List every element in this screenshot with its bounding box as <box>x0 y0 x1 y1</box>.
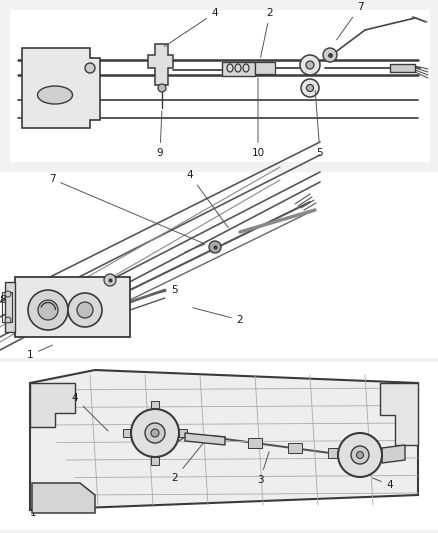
Circle shape <box>38 300 58 320</box>
Text: 3: 3 <box>256 451 268 485</box>
Polygon shape <box>32 483 95 513</box>
Text: 7: 7 <box>49 174 202 243</box>
Polygon shape <box>15 277 130 337</box>
Polygon shape <box>123 429 131 437</box>
Circle shape <box>28 290 68 330</box>
Polygon shape <box>22 48 100 128</box>
Circle shape <box>151 429 159 437</box>
Polygon shape <box>222 62 254 76</box>
Polygon shape <box>287 443 301 453</box>
Circle shape <box>299 55 319 75</box>
Ellipse shape <box>37 86 72 104</box>
Circle shape <box>350 446 368 464</box>
Polygon shape <box>327 448 341 458</box>
Circle shape <box>5 317 11 323</box>
Circle shape <box>337 433 381 477</box>
Text: 2: 2 <box>260 8 273 57</box>
Text: 5: 5 <box>152 285 178 295</box>
Circle shape <box>131 409 179 457</box>
Polygon shape <box>0 172 438 358</box>
Circle shape <box>85 63 95 73</box>
Circle shape <box>104 274 116 286</box>
Text: 2: 2 <box>171 443 203 483</box>
Polygon shape <box>389 64 414 72</box>
Text: 4: 4 <box>71 393 108 431</box>
Circle shape <box>5 291 11 297</box>
Circle shape <box>306 85 313 92</box>
Polygon shape <box>30 370 417 510</box>
Text: 5: 5 <box>314 91 322 158</box>
Polygon shape <box>151 457 159 465</box>
Circle shape <box>356 451 363 458</box>
Circle shape <box>300 79 318 97</box>
Circle shape <box>322 48 336 62</box>
Polygon shape <box>379 383 417 445</box>
Polygon shape <box>254 62 274 74</box>
Polygon shape <box>5 282 15 332</box>
Polygon shape <box>0 362 438 530</box>
Text: 6: 6 <box>32 285 52 295</box>
Circle shape <box>208 241 220 253</box>
Polygon shape <box>381 445 404 463</box>
Polygon shape <box>179 429 187 437</box>
Polygon shape <box>184 433 225 445</box>
Circle shape <box>305 61 313 69</box>
Text: 4: 4 <box>186 170 228 228</box>
Circle shape <box>145 423 165 443</box>
Text: 1: 1 <box>30 501 59 518</box>
Text: 4: 4 <box>164 8 218 46</box>
Text: 2: 2 <box>192 308 243 325</box>
Circle shape <box>68 293 102 327</box>
Text: 10: 10 <box>251 78 264 158</box>
Text: 4: 4 <box>372 478 392 490</box>
Polygon shape <box>30 383 75 427</box>
Text: 8: 8 <box>0 295 6 305</box>
Text: 1: 1 <box>27 345 52 360</box>
Text: 7: 7 <box>336 2 363 40</box>
Polygon shape <box>151 401 159 409</box>
Circle shape <box>77 302 93 318</box>
Polygon shape <box>247 438 261 448</box>
Polygon shape <box>10 10 429 162</box>
Circle shape <box>158 84 166 92</box>
Text: 9: 9 <box>156 111 163 158</box>
Polygon shape <box>148 44 173 85</box>
